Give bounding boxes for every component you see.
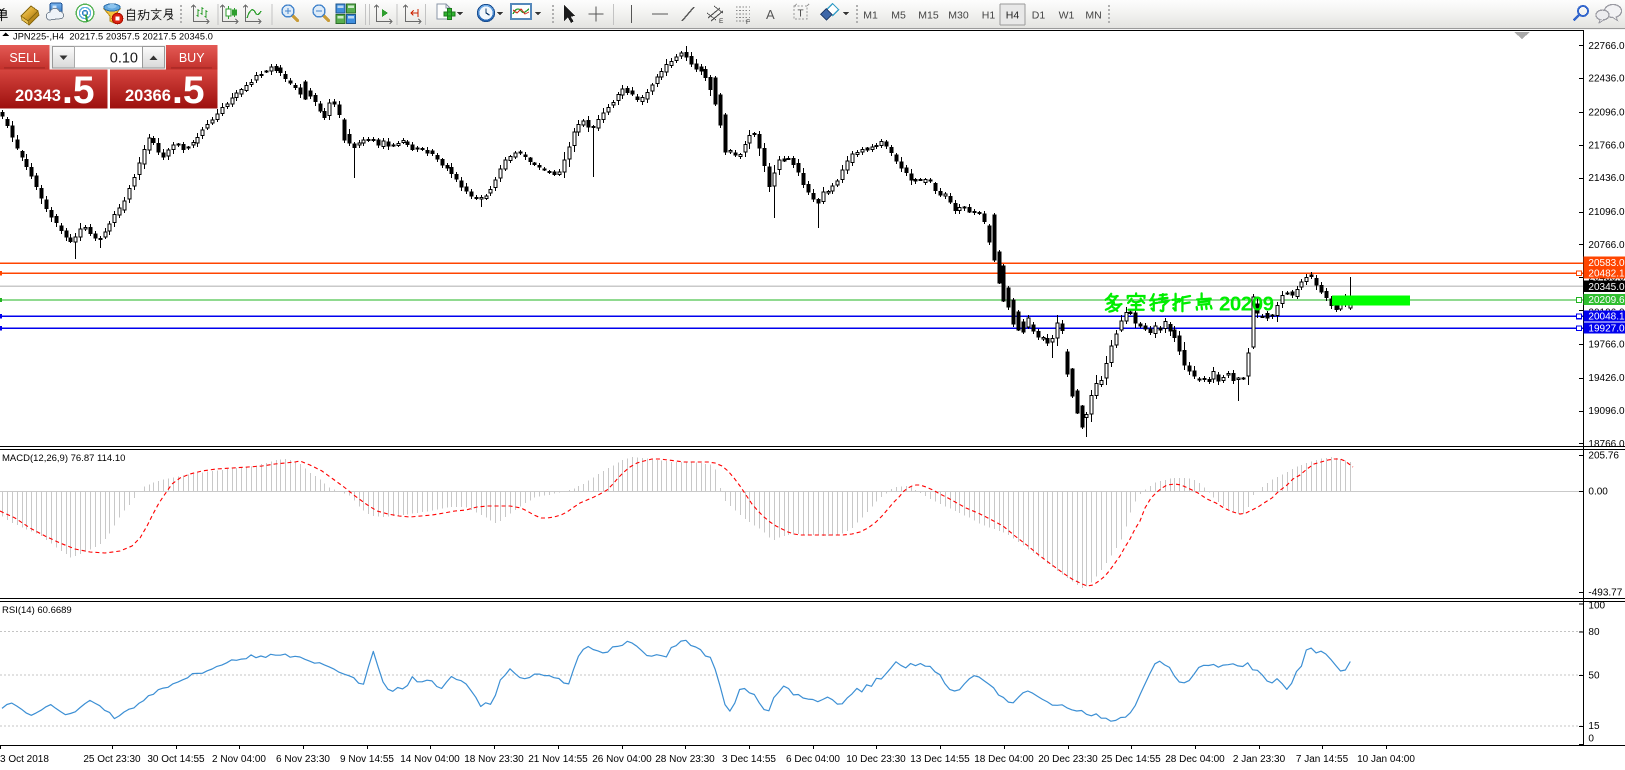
svg-text:0.10: 0.10 (110, 51, 138, 67)
svg-text:2 Jan 23:30: 2 Jan 23:30 (1233, 754, 1286, 765)
svg-text:M30: M30 (948, 10, 969, 22)
svg-text:.5: .5 (62, 69, 95, 112)
svg-text:M1: M1 (863, 10, 878, 22)
svg-text:0: 0 (1588, 734, 1594, 745)
svg-text:F: F (746, 19, 750, 26)
svg-text:-493.77: -493.77 (1588, 587, 1622, 598)
svg-text:21096.0: 21096.0 (1588, 207, 1625, 218)
svg-text:JPN225-,H4 20217.5 20357.5 20: JPN225-,H4 20217.5 20357.5 20217.5 20345… (13, 32, 213, 42)
svg-text:25 Dec 14:55: 25 Dec 14:55 (1101, 754, 1161, 765)
svg-text:19927.0: 19927.0 (1588, 324, 1625, 335)
svg-text:M5: M5 (891, 10, 906, 22)
svg-text:21 Nov 14:55: 21 Nov 14:55 (528, 754, 588, 765)
svg-text:T: T (798, 9, 804, 20)
svg-text:18 Nov 23:30: 18 Nov 23:30 (464, 754, 524, 765)
svg-text:205.76: 205.76 (1588, 451, 1619, 462)
svg-text:20048.1: 20048.1 (1588, 312, 1625, 323)
svg-text:MN: MN (1085, 10, 1101, 22)
svg-text:20366: 20366 (125, 87, 171, 105)
svg-text:18766.0: 18766.0 (1588, 439, 1625, 450)
svg-text:MACD(12,26,9) 76.87 114.10: MACD(12,26,9) 76.87 114.10 (2, 453, 125, 464)
svg-text:22766.0: 22766.0 (1588, 41, 1625, 52)
svg-text:28 Nov 23:30: 28 Nov 23:30 (655, 754, 715, 765)
svg-text:15: 15 (1588, 721, 1600, 732)
svg-text:10 Dec 23:30: 10 Dec 23:30 (846, 754, 906, 765)
svg-text:6 Nov 23:30: 6 Nov 23:30 (276, 754, 330, 765)
svg-text:26 Nov 04:00: 26 Nov 04:00 (592, 754, 652, 765)
svg-text:0.00: 0.00 (1588, 487, 1608, 498)
svg-text:W1: W1 (1059, 10, 1075, 22)
svg-text:SELL: SELL (9, 51, 40, 65)
svg-text:.5: .5 (172, 69, 205, 112)
svg-text:20209.6: 20209.6 (1588, 295, 1625, 306)
svg-text:20766.0: 20766.0 (1588, 240, 1625, 251)
svg-text:22436.0: 22436.0 (1588, 74, 1625, 85)
svg-text:80: 80 (1588, 627, 1600, 638)
svg-text:25 Oct 23:30: 25 Oct 23:30 (83, 754, 141, 765)
svg-text:14 Nov 04:00: 14 Nov 04:00 (400, 754, 460, 765)
svg-text:RSI(14) 60.6689: RSI(14) 60.6689 (2, 605, 72, 616)
svg-text:20209: 20209 (1219, 293, 1274, 316)
svg-text:20583.0: 20583.0 (1588, 258, 1625, 269)
svg-text:19766.0: 19766.0 (1588, 339, 1625, 350)
svg-text:3 Dec 14:55: 3 Dec 14:55 (722, 754, 776, 765)
svg-text:BUY: BUY (179, 51, 205, 65)
svg-text:H1: H1 (982, 10, 996, 22)
svg-text:13 Dec 14:55: 13 Dec 14:55 (910, 754, 970, 765)
svg-text:2 Nov 04:00: 2 Nov 04:00 (212, 754, 266, 765)
svg-text:50: 50 (1588, 671, 1600, 682)
svg-text:6 Dec 04:00: 6 Dec 04:00 (786, 754, 840, 765)
svg-text:20343: 20343 (15, 87, 61, 105)
svg-text:9 Nov 14:55: 9 Nov 14:55 (340, 754, 394, 765)
svg-text:M15: M15 (918, 10, 939, 22)
svg-text:20345.0: 20345.0 (1588, 282, 1625, 293)
svg-text:H4: H4 (1006, 10, 1020, 22)
svg-text:18 Dec 04:00: 18 Dec 04:00 (974, 754, 1034, 765)
svg-text:A: A (766, 7, 775, 22)
svg-text:E: E (719, 18, 724, 25)
svg-text:10 Jan 04:00: 10 Jan 04:00 (1357, 754, 1415, 765)
svg-text:19426.0: 19426.0 (1588, 373, 1625, 384)
svg-text:100: 100 (1588, 601, 1605, 612)
svg-text:28 Dec 04:00: 28 Dec 04:00 (1165, 754, 1225, 765)
svg-text:D1: D1 (1032, 10, 1046, 22)
svg-text:21766.0: 21766.0 (1588, 140, 1625, 151)
svg-text:19096.0: 19096.0 (1588, 406, 1625, 417)
svg-text:7 Jan 14:55: 7 Jan 14:55 (1296, 754, 1349, 765)
svg-text:20 Dec 23:30: 20 Dec 23:30 (1038, 754, 1098, 765)
svg-text:21436.0: 21436.0 (1588, 173, 1625, 184)
svg-text:3 Oct 2018: 3 Oct 2018 (0, 754, 49, 765)
svg-text:30 Oct 14:55: 30 Oct 14:55 (147, 754, 205, 765)
svg-text:20482.1: 20482.1 (1588, 269, 1625, 280)
svg-text:22096.0: 22096.0 (1588, 108, 1625, 119)
